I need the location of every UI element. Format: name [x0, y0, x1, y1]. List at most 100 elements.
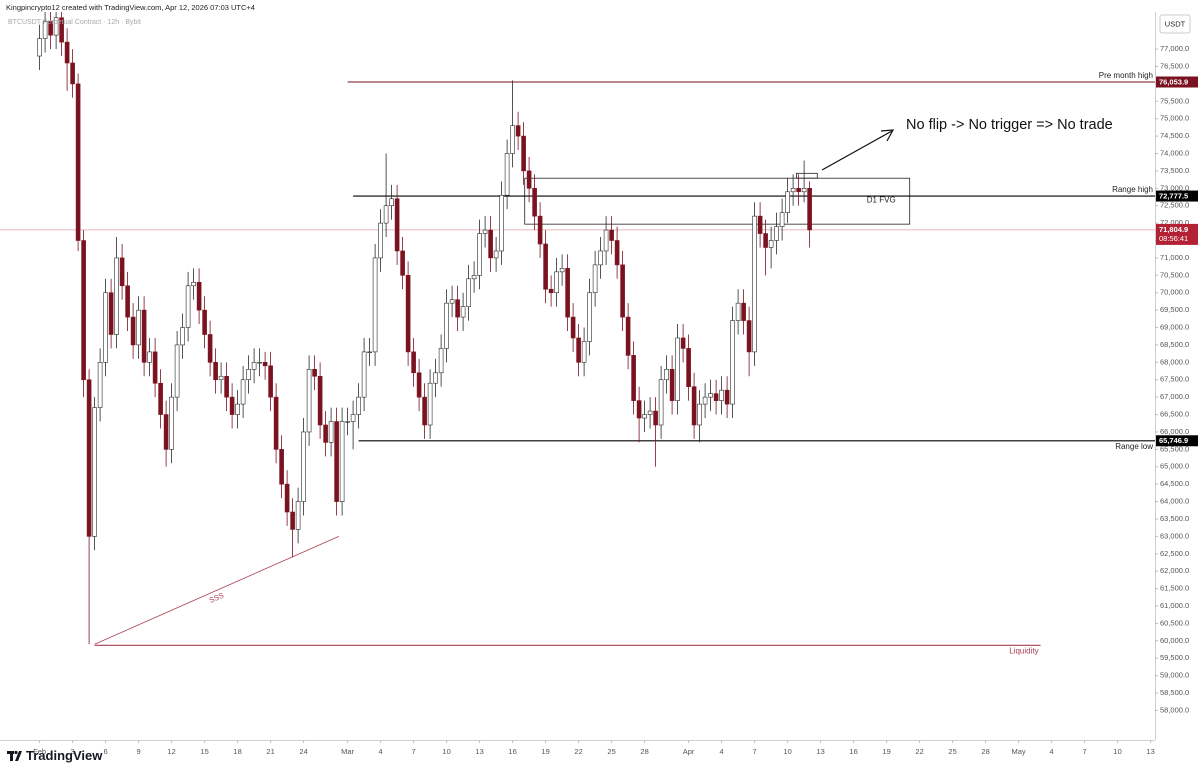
candle-body	[482, 229, 488, 234]
x-tick-label: 16	[849, 747, 857, 756]
y-tick-label: 76,500.0	[1160, 61, 1189, 70]
zone	[524, 177, 911, 225]
y-tick-label: 72,000.0	[1160, 218, 1189, 227]
candle-body	[136, 309, 141, 346]
candle-body	[306, 369, 312, 433]
candle-body	[598, 250, 603, 266]
candle-body	[411, 351, 416, 374]
candle-body	[53, 17, 59, 36]
candle-body	[268, 365, 273, 398]
candle-body	[499, 194, 504, 252]
x-tick-label: Mar	[341, 747, 354, 756]
currency-box[interactable]	[1159, 14, 1191, 34]
candle-body	[708, 393, 713, 398]
level-tag	[1156, 190, 1198, 202]
candle-body	[625, 316, 631, 356]
candle-body	[301, 431, 306, 502]
candle-body	[394, 198, 400, 252]
candle-body	[603, 229, 609, 252]
candle-body	[125, 285, 130, 318]
candle-body	[653, 410, 658, 426]
candle-body	[64, 41, 70, 64]
note-arrowhead	[880, 129, 895, 142]
note: No flip -> No trigger => No trade	[906, 117, 1113, 133]
candle-body	[576, 337, 581, 363]
candle-body	[427, 382, 433, 426]
candle-body	[785, 191, 790, 213]
candle-body	[37, 38, 42, 57]
y-tick-label: 73,500.0	[1160, 166, 1189, 175]
candle-body	[273, 396, 279, 450]
x-tick-label: 3	[71, 747, 75, 756]
y-tick-label: 65,500.0	[1160, 444, 1189, 453]
y-tick-label: 62,500.0	[1160, 549, 1189, 558]
y-tick-label: 75,000.0	[1160, 114, 1189, 123]
candle-body	[334, 421, 339, 502]
candle-body	[455, 299, 460, 318]
candle-body	[383, 205, 389, 224]
candle-body	[532, 188, 537, 217]
candle-body	[433, 372, 438, 384]
x-tick-label: 4	[1050, 747, 1054, 756]
y-tick-label: 73,000.0	[1160, 183, 1189, 192]
brand-logo	[7, 750, 22, 761]
candle-body	[180, 327, 185, 346]
x-tick-label: 13	[1146, 747, 1154, 756]
candle-body	[438, 348, 444, 374]
candle-body	[790, 188, 796, 193]
y-tick-label: 63,500.0	[1160, 514, 1189, 523]
candle-body	[565, 268, 570, 318]
y-tick-label: 66,000.0	[1160, 427, 1189, 436]
x-tick-label: 18	[233, 747, 241, 756]
y-tick-label: 74,500.0	[1160, 131, 1189, 140]
candle-body	[510, 125, 515, 154]
candle-body	[262, 362, 268, 367]
candle-body	[235, 403, 240, 415]
x-tick-label: 10	[1113, 747, 1121, 756]
candle-body	[752, 215, 757, 353]
level-name: Range low	[1115, 442, 1153, 451]
candle-body	[224, 375, 229, 398]
candle-body	[449, 299, 455, 304]
candle-body	[675, 337, 680, 401]
y-tick-label: 72,500.0	[1160, 201, 1189, 210]
candle-body	[570, 316, 576, 339]
candle-body	[389, 198, 394, 207]
candle-body	[477, 233, 482, 276]
candle-body	[174, 344, 180, 398]
candle-body	[405, 275, 411, 353]
x-tick-label: 7	[1083, 747, 1087, 756]
symbol: BTCUSDT Perpetual Contract · 12h · Bybit	[8, 19, 141, 26]
x-tick-label: 9	[137, 747, 141, 756]
candle-body	[741, 302, 746, 321]
candle-body	[191, 281, 196, 287]
last-price-tag	[1156, 223, 1198, 245]
x-tick-label: 10	[442, 747, 450, 756]
level-name: Range high	[1112, 185, 1153, 194]
candle-body	[108, 292, 114, 335]
candle-body	[229, 396, 235, 415]
candle-body	[152, 351, 158, 384]
candle-body	[664, 369, 669, 381]
y-tick-label: 75,500.0	[1160, 96, 1189, 105]
candle-body	[581, 341, 587, 363]
trendline	[94, 536, 339, 645]
candle-body	[400, 250, 405, 276]
candle-body	[658, 379, 664, 426]
y-tick-label: 59,500.0	[1160, 653, 1189, 662]
x-tick-label: 28	[981, 747, 989, 756]
candle-body	[196, 281, 202, 311]
candle-body	[746, 320, 752, 353]
x-tick-label: 10	[783, 747, 791, 756]
x-tick-label: 22	[915, 747, 923, 756]
x-tick-label: 28	[640, 747, 648, 756]
y-tick-label: 64,000.0	[1160, 497, 1189, 506]
candle-body	[631, 355, 636, 401]
y-tick-label: 61,000.0	[1160, 601, 1189, 610]
x-tick-label: 7	[412, 747, 416, 756]
level-tag	[1156, 76, 1198, 88]
candle-body	[75, 83, 81, 241]
